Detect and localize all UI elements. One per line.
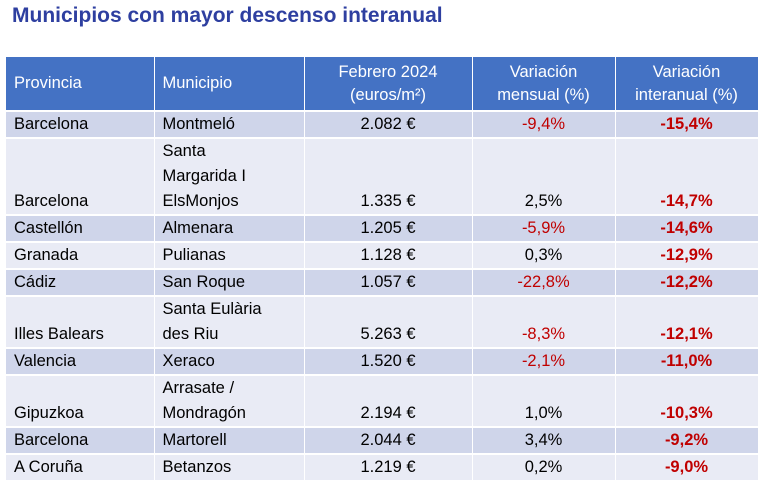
cell-municipio: Martorell	[154, 427, 305, 455]
cell-precio: 2.082 €	[304, 111, 473, 139]
cell-variacion-mensual: 2,5%	[472, 138, 616, 216]
cell-municipio: Montmeló	[154, 111, 305, 139]
cell-variacion-interanual: -12,2%	[615, 269, 759, 297]
cell-variacion-interanual: -11,0%	[615, 348, 759, 376]
cell-provincia: A Coruña	[6, 454, 155, 482]
cell-municipio: San Roque	[154, 269, 305, 297]
column-header-variacion-interanual: Variación interanual (%)	[615, 57, 759, 112]
cell-municipio: Santa Margarida I ElsMonjos	[154, 138, 305, 216]
cell-variacion-mensual: -2,1%	[472, 348, 616, 376]
cell-variacion-interanual: -10,3%	[615, 375, 759, 428]
table-row: Castellón Almenara 1.205 € -5,9% -14,6%	[6, 215, 759, 243]
cell-variacion-mensual: -22,8%	[472, 269, 616, 297]
cell-provincia: Barcelona	[6, 111, 155, 139]
table-row: Barcelona Martorell 2.044 € 3,4% -9,2%	[6, 427, 759, 455]
column-header-provincia: Provincia	[6, 57, 155, 112]
column-header-municipio: Municipio	[154, 57, 305, 112]
cell-variacion-interanual: -9,0%	[615, 454, 759, 482]
table-row: Cádiz San Roque 1.057 € -22,8% -12,2%	[6, 269, 759, 297]
cell-variacion-mensual: 0,3%	[472, 242, 616, 270]
cell-provincia: Cádiz	[6, 269, 155, 297]
table-row: Granada Pulianas 1.128 € 0,3% -12,9%	[6, 242, 759, 270]
cell-precio: 1.520 €	[304, 348, 473, 376]
table-row: Barcelona Santa Margarida I ElsMonjos 1.…	[6, 138, 759, 216]
column-header-variacion-mensual: Variación mensual (%)	[472, 57, 616, 112]
cell-provincia: Illes Balears	[6, 296, 155, 349]
table-row: A Coruña Betanzos 1.219 € 0,2% -9,0%	[6, 454, 759, 482]
cell-variacion-mensual: -8,3%	[472, 296, 616, 349]
cell-precio: 1.205 €	[304, 215, 473, 243]
cell-precio: 1.057 €	[304, 269, 473, 297]
cell-precio: 1.335 €	[304, 138, 473, 216]
page-title: Municipios con mayor descenso interanual	[12, 4, 443, 27]
cell-municipio: Almenara	[154, 215, 305, 243]
cell-provincia: Granada	[6, 242, 155, 270]
data-table: Provincia Municipio Febrero 2024 (euros/…	[6, 57, 759, 482]
cell-precio: 5.263 €	[304, 296, 473, 349]
cell-variacion-interanual: -15,4%	[615, 111, 759, 139]
cell-municipio: Arrasate / Mondragón	[154, 375, 305, 428]
cell-variacion-interanual: -12,9%	[615, 242, 759, 270]
cell-provincia: Barcelona	[6, 138, 155, 216]
cell-provincia: Valencia	[6, 348, 155, 376]
cell-variacion-mensual: 3,4%	[472, 427, 616, 455]
column-header-precio: Febrero 2024 (euros/m²)	[304, 57, 473, 112]
cell-variacion-mensual: -9,4%	[472, 111, 616, 139]
cell-variacion-mensual: 1,0%	[472, 375, 616, 428]
cell-precio: 1.219 €	[304, 454, 473, 482]
cell-precio: 2.044 €	[304, 427, 473, 455]
cell-municipio: Pulianas	[154, 242, 305, 270]
cell-variacion-interanual: -12,1%	[615, 296, 759, 349]
cell-variacion-interanual: -9,2%	[615, 427, 759, 455]
table-row: Barcelona Montmeló 2.082 € -9,4% -15,4%	[6, 111, 759, 139]
table-row: Gipuzkoa Arrasate / Mondragón 2.194 € 1,…	[6, 375, 759, 428]
cell-municipio: Xeraco	[154, 348, 305, 376]
cell-municipio: Santa Eulària des Riu	[154, 296, 305, 349]
table-header-row: Provincia Municipio Febrero 2024 (euros/…	[6, 57, 759, 112]
cell-variacion-mensual: -5,9%	[472, 215, 616, 243]
cell-variacion-interanual: -14,7%	[615, 138, 759, 216]
cell-precio: 1.128 €	[304, 242, 473, 270]
cell-variacion-interanual: -14,6%	[615, 215, 759, 243]
cell-municipio: Betanzos	[154, 454, 305, 482]
cell-precio: 2.194 €	[304, 375, 473, 428]
cell-provincia: Barcelona	[6, 427, 155, 455]
cell-provincia: Gipuzkoa	[6, 375, 155, 428]
cell-variacion-mensual: 0,2%	[472, 454, 616, 482]
cell-provincia: Castellón	[6, 215, 155, 243]
table-row: Illes Balears Santa Eulària des Riu 5.26…	[6, 296, 759, 349]
table-row: Valencia Xeraco 1.520 € -2,1% -11,0%	[6, 348, 759, 376]
